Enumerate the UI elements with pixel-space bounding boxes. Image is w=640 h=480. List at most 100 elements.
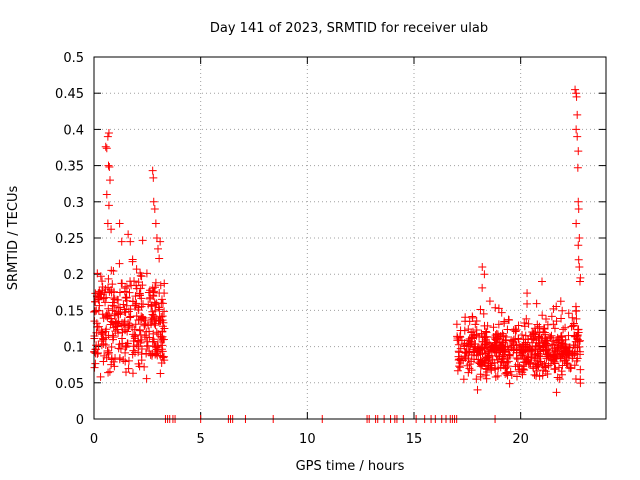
data-point <box>543 349 552 358</box>
data-point <box>527 353 536 362</box>
data-point <box>543 337 552 346</box>
data-point <box>534 362 543 371</box>
data-point <box>553 373 562 382</box>
data-point <box>518 331 527 340</box>
y-tick-label: 0.05 <box>55 377 84 392</box>
data-point <box>556 297 565 306</box>
data-point <box>130 301 139 310</box>
data-point <box>107 266 116 275</box>
data-point <box>550 340 559 349</box>
data-point <box>155 316 164 325</box>
data-point <box>117 237 126 246</box>
data-point <box>146 318 155 327</box>
data-point <box>137 315 146 324</box>
data-point <box>532 371 541 380</box>
data-point <box>103 219 112 228</box>
data-point <box>511 362 520 371</box>
data-point <box>122 368 131 377</box>
data-point <box>111 319 120 328</box>
data-point <box>107 225 116 234</box>
data-point <box>576 336 585 345</box>
data-point <box>109 266 118 275</box>
data-point <box>535 322 544 331</box>
data-point <box>481 349 490 358</box>
data-point <box>132 265 141 274</box>
data-point <box>107 343 116 352</box>
data-point <box>101 311 110 320</box>
data-point <box>478 337 487 346</box>
data-point <box>137 302 146 311</box>
data-point <box>574 325 583 334</box>
data-point <box>549 304 558 313</box>
data-point <box>125 288 134 297</box>
data-point <box>541 315 550 324</box>
data-point <box>517 351 526 360</box>
data-point <box>99 357 108 366</box>
data-point <box>534 334 543 343</box>
data-point <box>97 330 106 339</box>
data-point <box>486 359 495 368</box>
data-point <box>550 357 559 366</box>
data-point <box>152 328 161 337</box>
data-point <box>104 348 113 357</box>
data-point <box>110 362 119 371</box>
data-point <box>564 347 573 356</box>
data-point <box>476 305 485 314</box>
data-point <box>575 262 584 271</box>
data-point <box>541 330 550 339</box>
data-point <box>121 284 130 293</box>
x-tick-label: 0 <box>90 432 98 447</box>
data-point <box>535 332 544 341</box>
data-point <box>91 345 100 354</box>
data-point <box>151 306 160 315</box>
chart-title: Day 141 of 2023, SRMTID for receiver ula… <box>210 21 488 36</box>
data-point <box>460 348 469 357</box>
data-point <box>453 366 462 375</box>
data-point <box>104 129 113 138</box>
data-point <box>572 356 581 365</box>
data-point <box>512 348 521 357</box>
data-points <box>90 85 585 423</box>
data-point <box>91 289 100 298</box>
data-point <box>523 335 532 344</box>
data-point <box>568 313 577 322</box>
data-point <box>468 334 477 343</box>
data-point <box>104 274 113 283</box>
data-point <box>502 333 511 342</box>
data-point <box>142 374 151 383</box>
data-point <box>152 343 161 352</box>
data-point <box>154 244 162 253</box>
data-point <box>128 369 137 378</box>
data-point <box>503 369 512 378</box>
data-point <box>97 337 106 346</box>
data-point <box>472 375 481 384</box>
data-point <box>121 348 130 357</box>
data-point <box>134 278 143 287</box>
data-point <box>151 278 160 287</box>
data-point <box>526 359 535 368</box>
data-point <box>533 366 542 375</box>
data-point <box>549 320 558 329</box>
data-point <box>151 219 160 228</box>
data-point <box>468 313 477 322</box>
data-point <box>547 312 556 321</box>
data-point <box>493 371 502 380</box>
data-point <box>471 320 480 329</box>
data-point <box>154 303 163 312</box>
data-point <box>126 237 135 246</box>
data-point <box>152 234 161 242</box>
data-point <box>576 347 585 356</box>
data-point <box>574 205 583 214</box>
data-point <box>115 219 124 228</box>
data-point <box>573 163 582 172</box>
data-point <box>155 305 164 314</box>
data-point <box>482 374 491 383</box>
data-point <box>467 357 476 366</box>
data-point <box>493 342 502 351</box>
data-point <box>561 323 570 332</box>
data-point <box>102 325 111 334</box>
data-point <box>116 345 125 354</box>
data-point <box>90 307 99 316</box>
data-point <box>131 301 140 310</box>
data-point <box>104 368 113 377</box>
